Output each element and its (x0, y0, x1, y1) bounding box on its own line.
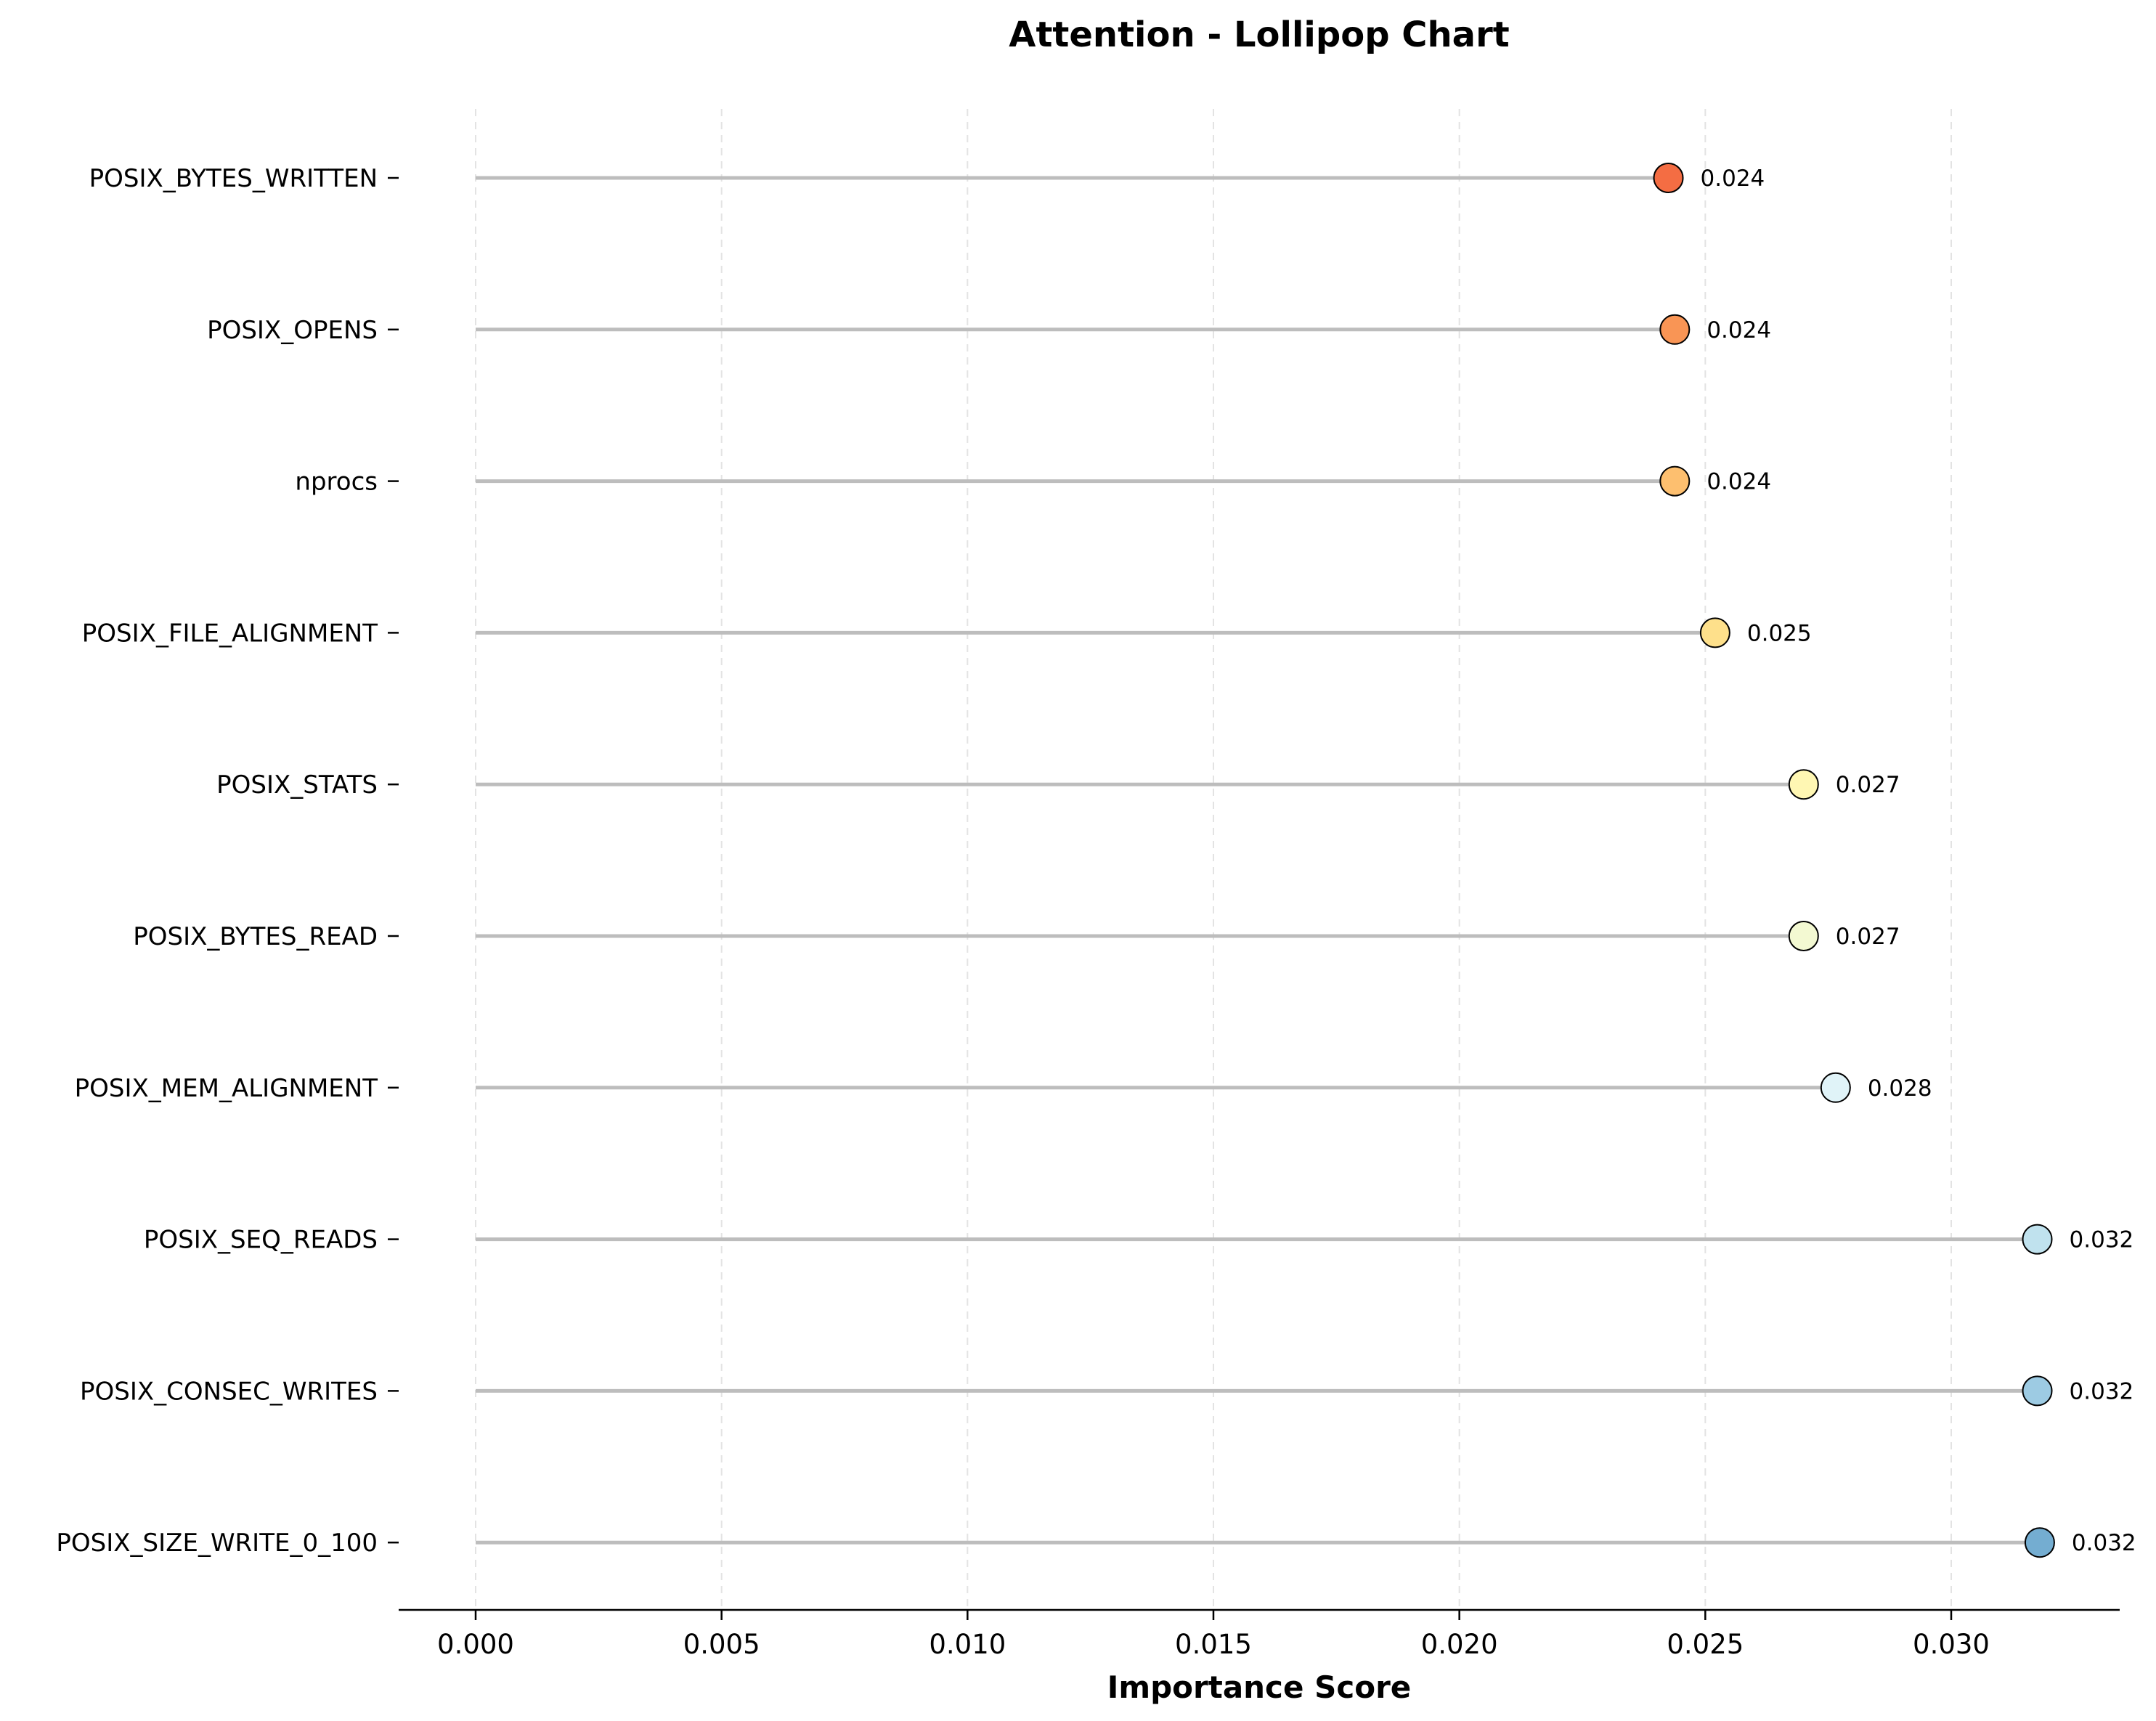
value-label: 0.024 (1707, 469, 1771, 495)
lollipop-dot (1659, 314, 1691, 345)
value-label: 0.032 (2072, 1530, 2136, 1556)
lollipop-dot (1699, 617, 1730, 648)
value-label: 0.024 (1707, 317, 1771, 343)
lollipop-stems (476, 176, 2040, 1545)
value-label: 0.028 (1868, 1075, 1932, 1102)
lollipop-dots (1653, 163, 2055, 1558)
lollipop-dot (1788, 921, 1819, 951)
lollipop-dot (1820, 1072, 1851, 1103)
y-tick-label: nprocs (295, 468, 378, 497)
y-tick-label: POSIX_SIZE_WRITE_0_100 (56, 1529, 378, 1558)
lollipop-dot (2022, 1224, 2053, 1255)
y-tick-label: POSIX_FILE_ALIGNMENT (82, 619, 378, 648)
value-labels: 0.024 0.024 0.024 0.025 0.027 0.027 0.028 0.032… (1701, 166, 2136, 1556)
value-label: 0.032 (2070, 1227, 2134, 1253)
value-label: 0.027 (1836, 772, 1900, 798)
value-label: 0.025 (1747, 620, 1812, 646)
y-tick-label: POSIX_OPENS (207, 316, 378, 345)
x-tick-label: 0.030 (1913, 1629, 1990, 1660)
x-tick-label: 0.025 (1667, 1629, 1744, 1660)
y-tick-label: POSIX_STATS (216, 770, 378, 800)
y-tick-label: POSIX_BYTES_WRITTEN (89, 164, 378, 193)
x-tick-label: 0.015 (1175, 1629, 1252, 1660)
chart-title: Attention - Lollipop Chart (1009, 15, 1509, 55)
y-tick-label: POSIX_MEM_ALIGNMENT (75, 1074, 378, 1103)
y-tick-label: POSIX_CONSEC_WRITES (80, 1377, 378, 1406)
lollipop-dot (1659, 465, 1691, 497)
lollipop-dot (2022, 1375, 2053, 1407)
x-axis-ticks: 0.000 0.005 0.010 0.015 0.020 0.025 0.030 (437, 1610, 1990, 1660)
value-label: 0.027 (1836, 924, 1900, 950)
x-tick-label: 0.020 (1421, 1629, 1498, 1660)
lollipop-dot (1788, 769, 1819, 800)
grid-lines (475, 109, 1952, 1610)
y-tick-label: POSIX_BYTES_READ (133, 922, 378, 951)
value-label: 0.024 (1701, 166, 1765, 192)
x-tick-label: 0.010 (929, 1629, 1006, 1660)
y-tick-label: POSIX_SEQ_READS (144, 1226, 378, 1255)
lollipop-dot (1653, 163, 1684, 193)
value-label: 0.032 (2070, 1378, 2134, 1404)
lollipop-dot (2024, 1527, 2055, 1558)
x-tick-label: 0.000 (437, 1629, 514, 1660)
x-axis-label: Importance Score (1107, 1669, 1412, 1705)
x-tick-label: 0.005 (683, 1629, 760, 1660)
